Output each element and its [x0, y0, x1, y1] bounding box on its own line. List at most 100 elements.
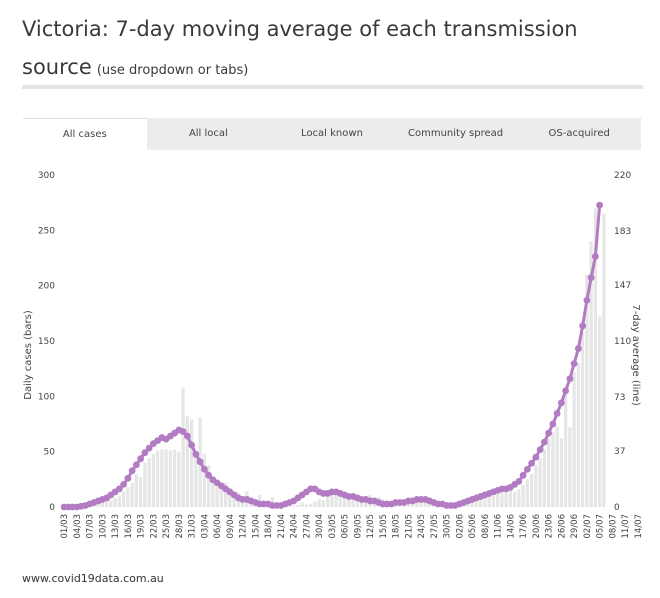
- average-point: [549, 420, 557, 428]
- bar: [547, 438, 551, 507]
- bar: [147, 458, 151, 507]
- bar: [581, 332, 585, 507]
- tab-community-spread[interactable]: Community spread: [408, 128, 504, 139]
- average-point: [553, 410, 561, 417]
- bar: [585, 274, 589, 507]
- average-point: [124, 474, 132, 482]
- x-tick-label: 02/06: [455, 514, 465, 539]
- bar: [228, 488, 232, 507]
- x-tick-label: 04/03: [73, 514, 83, 539]
- bar: [296, 504, 300, 507]
- average-point: [570, 360, 578, 368]
- bar: [334, 490, 338, 507]
- bar: [479, 498, 483, 507]
- x-tick-label: 06/04: [213, 514, 223, 539]
- x-tick-label: 21/05: [404, 514, 414, 539]
- bar: [224, 482, 228, 507]
- tab-local-known[interactable]: Local known: [301, 128, 363, 139]
- x-tick-label: 01/03: [60, 514, 70, 539]
- bar: [181, 387, 185, 507]
- x-tick-label: 24/05: [417, 514, 427, 539]
- bar: [474, 500, 478, 507]
- bar: [190, 419, 194, 507]
- x-tick-label: 15/04: [251, 514, 261, 539]
- x-tick-label: 16/03: [124, 514, 134, 539]
- bar: [292, 505, 296, 507]
- x-tick-label: 13/03: [111, 514, 121, 539]
- bar: [207, 464, 211, 507]
- bar: [143, 462, 147, 507]
- bar: [313, 501, 317, 507]
- bar: [232, 493, 236, 507]
- bar: [466, 502, 470, 507]
- bar: [355, 495, 359, 507]
- x-tick-label: 14/06: [506, 514, 516, 539]
- line-group: [60, 201, 604, 511]
- tab-bar: All cases All local Local known Communit…: [23, 118, 641, 150]
- bar: [92, 504, 96, 507]
- bar: [576, 363, 580, 507]
- y-tick-label: 300: [38, 171, 55, 181]
- average-point: [557, 399, 565, 407]
- bar: [521, 484, 525, 507]
- bar: [185, 416, 189, 507]
- x-tick-label: 06/05: [341, 514, 351, 539]
- tab-all-local[interactable]: All local: [188, 128, 228, 139]
- bar: [215, 487, 219, 507]
- x-tick-label: 31/03: [188, 514, 198, 539]
- average-point: [519, 471, 527, 479]
- x-tick-label: 14/07: [634, 514, 644, 539]
- bar: [534, 464, 538, 507]
- x-tick-label: 28/03: [175, 514, 185, 539]
- tab-os-acquired[interactable]: OS-acquired: [548, 128, 610, 139]
- average-point: [536, 446, 544, 454]
- bar: [160, 449, 164, 507]
- bar: [500, 490, 504, 507]
- bar: [317, 499, 321, 507]
- x-tick-label: 12/05: [366, 514, 376, 539]
- y2-tick-label: 37: [614, 447, 625, 457]
- average-point: [562, 387, 570, 395]
- bar: [462, 504, 466, 507]
- average-point: [583, 296, 591, 304]
- average-point: [132, 461, 140, 469]
- bar: [419, 499, 423, 507]
- bar: [602, 213, 606, 508]
- tab-all-cases[interactable]: All cases: [23, 118, 147, 150]
- average-point: [128, 467, 136, 475]
- y-tick-label: 200: [38, 282, 55, 292]
- x-tick-label: 30/05: [443, 514, 453, 539]
- average-point: [137, 455, 145, 463]
- bar: [309, 503, 313, 507]
- bar: [202, 453, 206, 507]
- average-point: [120, 480, 128, 488]
- bar: [270, 497, 274, 507]
- x-tick-label: 15/05: [379, 514, 389, 539]
- y-tick-label: 0: [49, 503, 55, 513]
- average-point: [515, 477, 523, 485]
- bar: [525, 479, 529, 507]
- bar: [338, 492, 342, 507]
- x-tick-label: 11/06: [494, 514, 504, 539]
- bar: [330, 491, 334, 507]
- y2-tick-label: 147: [614, 281, 631, 291]
- y2-tick-label: 110: [614, 337, 631, 347]
- y2-tick-label: 0: [614, 503, 620, 513]
- bar: [347, 498, 351, 507]
- x-tick-label: 08/06: [481, 514, 491, 539]
- bar: [589, 241, 593, 507]
- title-divider: [22, 85, 643, 89]
- x-tick-label: 07/03: [86, 514, 96, 539]
- bar: [423, 501, 427, 507]
- average-point: [188, 441, 196, 449]
- bar: [406, 502, 410, 507]
- bar: [559, 438, 563, 507]
- x-tick-label: 08/07: [608, 514, 618, 539]
- bar: [151, 453, 155, 507]
- x-tick-label: 18/05: [392, 514, 402, 539]
- average-point: [115, 485, 123, 493]
- chart-svg: 0 50 100 150 200 250 300 0 37 73 110 147 183 220 01/03…: [23, 171, 644, 539]
- bar: [173, 449, 177, 507]
- x-tick-label: 10/03: [98, 514, 108, 539]
- bar: [551, 431, 555, 507]
